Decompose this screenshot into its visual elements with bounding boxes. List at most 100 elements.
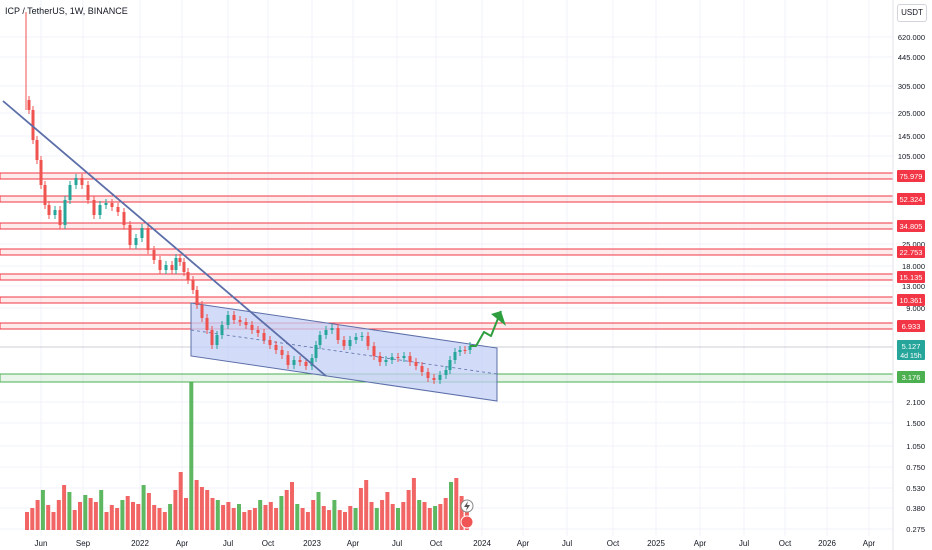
volume-bar — [231, 508, 236, 530]
time-tick-label: Apr — [863, 539, 876, 548]
volume-bar — [168, 504, 173, 530]
breakout-arrow — [470, 310, 502, 347]
candle-body — [330, 328, 334, 330]
volume-bar — [258, 500, 263, 530]
volume-bar — [30, 508, 35, 530]
price-tick-label: 0.275 — [906, 525, 925, 534]
resistance-zone — [0, 273, 894, 281]
time-axis[interactable]: Jun Sep 2022 Apr Jul Oct 2023 Apr Jul Oct 2024 Apr J… — [0, 536, 893, 550]
candle-body — [116, 207, 120, 212]
candle-body — [210, 330, 214, 345]
candle-body — [426, 372, 430, 378]
volume-bar — [125, 496, 130, 530]
resistance-tag — [897, 320, 925, 332]
resistance-tag — [897, 193, 925, 205]
candle-body — [140, 228, 144, 238]
resistance-tag — [897, 294, 925, 306]
candle-body — [354, 337, 358, 340]
volume-bar — [194, 480, 199, 530]
price-tick-label: 13.000 — [902, 282, 925, 291]
price-tick-label: 25.000 — [902, 240, 925, 249]
candle-body — [220, 325, 224, 335]
grid — [0, 0, 893, 536]
candle-body — [324, 330, 328, 335]
resistance-tag — [897, 246, 925, 258]
time-tick-label: Sep — [76, 539, 91, 548]
resistance-tag-label: 22.753 — [900, 248, 923, 257]
candle-body — [414, 362, 418, 366]
price-tick-label: 9.000 — [906, 304, 925, 313]
candle-body — [384, 360, 388, 362]
current-price-label: 5.127 — [902, 342, 921, 351]
resistance-zone — [0, 222, 894, 230]
candle-body — [348, 340, 352, 346]
candle-body — [134, 238, 138, 245]
volume-bar — [358, 488, 363, 530]
candle-body — [453, 352, 457, 360]
candle-body — [43, 185, 47, 205]
volume-bar — [199, 487, 204, 530]
price-tick-label: 18.000 — [902, 262, 925, 271]
candle-body — [182, 262, 186, 272]
candle-body — [274, 345, 278, 350]
candle-body — [390, 357, 394, 360]
candle-body — [336, 328, 340, 340]
candle-body — [314, 345, 318, 358]
volume-bar — [83, 495, 88, 530]
time-tick-label: 2022 — [131, 539, 149, 548]
volume-bar — [454, 478, 459, 530]
time-tick-label: 2025 — [647, 539, 665, 548]
candle-body — [262, 333, 266, 340]
volume-bar — [136, 504, 141, 530]
currency-button[interactable]: USDT — [897, 4, 927, 22]
candle-body — [86, 185, 90, 200]
volume-bar — [438, 504, 443, 530]
candle-body — [122, 212, 126, 225]
price-tick-label: 445.000 — [898, 53, 925, 62]
candle-body — [47, 205, 51, 215]
symbol-title[interactable]: ICP / TetherUS, 1W, BINANCE — [5, 6, 128, 16]
candle-body — [432, 378, 436, 380]
volume-bar — [411, 478, 416, 530]
volume-bar — [242, 512, 247, 530]
volume-bar — [237, 504, 241, 530]
candle-body — [396, 357, 400, 358]
resistance-zone — [0, 296, 894, 304]
candle-body — [104, 203, 108, 205]
volume-bar — [40, 490, 45, 530]
volume-bar — [274, 508, 279, 530]
time-tick-label: Jun — [35, 539, 48, 548]
volume-bar — [311, 500, 316, 530]
volume-bar — [46, 505, 51, 530]
volume-bar — [178, 472, 183, 530]
time-tick-label: Apr — [176, 539, 189, 548]
candle-body — [35, 140, 39, 160]
candle-body — [128, 225, 132, 245]
resistance-zone — [0, 195, 894, 203]
time-axis-bg — [0, 536, 893, 550]
price-tick-label: 2.100 — [906, 398, 925, 407]
volume-bar — [115, 508, 120, 530]
candle-body — [205, 318, 209, 330]
descending-trendline — [2, 100, 327, 377]
volume-bar — [131, 502, 135, 530]
candle-body — [152, 250, 156, 260]
candle-body — [110, 203, 114, 207]
time-tick-label: 2023 — [303, 539, 321, 548]
time-tick-label: Oct — [430, 539, 443, 548]
candle-body — [378, 356, 382, 362]
volume-bar — [120, 500, 125, 530]
candle-body — [170, 265, 174, 270]
support-tag — [897, 371, 925, 383]
volume-bar — [316, 492, 321, 530]
candle-body — [286, 355, 290, 365]
breakout-arrow-head — [491, 311, 506, 326]
candle-body — [178, 258, 182, 262]
lightning-glyph — [464, 501, 470, 511]
candle-body — [342, 340, 346, 346]
candle-body — [304, 362, 308, 366]
volume-bar — [189, 382, 194, 530]
volume-bar — [364, 480, 369, 530]
volume-bar — [374, 508, 379, 530]
